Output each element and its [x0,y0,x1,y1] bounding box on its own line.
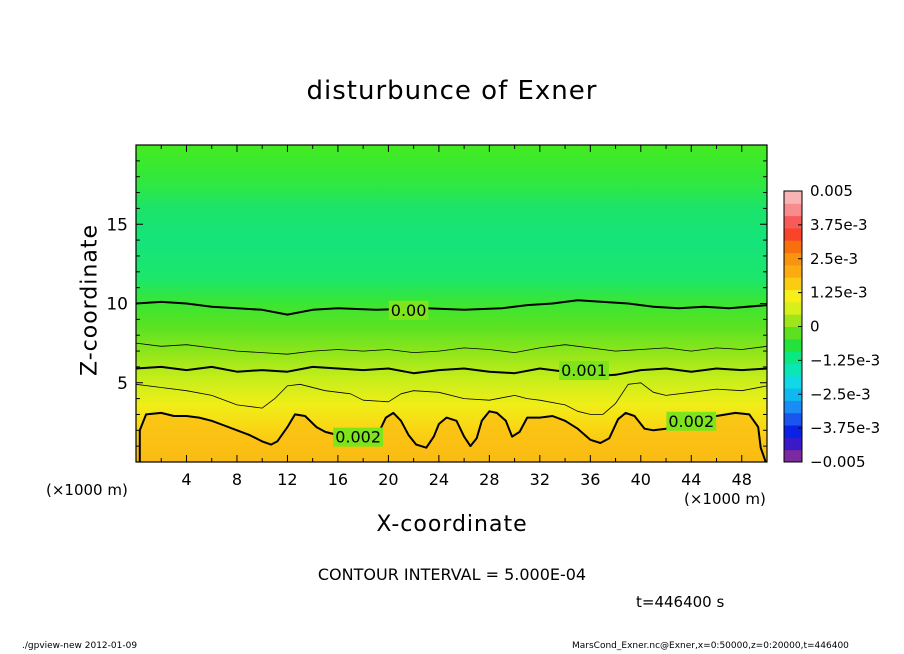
colorbar-label: 1.25e-3 [810,284,868,302]
contour-line [138,410,767,462]
colorbar-label: 3.75e-3 [810,216,868,234]
colorbar-swatch [784,203,802,217]
contour-label-bg [666,411,717,431]
x-tick-label: 24 [429,470,449,489]
x-tick-label: 4 [181,470,191,489]
colorbar-swatch [784,264,802,278]
colorbar-swatch [784,314,802,327]
y-tick-label: 5 [117,374,128,394]
x-tick-label: 12 [277,470,297,489]
contour-label-bg [388,300,429,320]
colorbar-label: −1.25e-3 [810,351,880,369]
footer-program-info: ./gpview-new 2012-01-09 [22,641,138,651]
x-tick-label: 48 [732,470,752,489]
contour-line [136,365,767,378]
colorbar-swatch [784,363,802,377]
x-tick-label: 8 [232,470,242,489]
colorbar-swatch [784,400,802,414]
colorbar-label: 0.005 [810,182,853,200]
colorbar-swatch [784,338,802,352]
contour-label: 0.002 [668,412,714,431]
x-tick-label: 28 [479,470,499,489]
colorbar-swatch [784,289,802,303]
x-tick-label: 16 [328,470,348,489]
chart-title: disturbunce of Exner [306,76,598,106]
colorbar-label: −2.5e-3 [810,385,871,403]
colorbar-swatch [784,227,802,241]
colorbar-swatch [784,191,802,204]
colorbar-swatch [784,351,802,364]
colorbar-swatch [784,252,802,266]
x-tick-label: 32 [530,470,550,489]
contour-label: 0.00 [391,301,427,320]
colorbar-swatch [784,240,802,254]
contour-line [136,342,767,355]
contour-label-bg [559,361,609,381]
colorbar-swatch [784,215,802,229]
colorbar-swatch [784,425,802,438]
contour-label: 0.001 [561,361,607,380]
contour-label: 0.002 [335,428,381,447]
x-tick-label: 44 [681,470,701,489]
x-unit-label-right: (×1000 m) [684,490,766,508]
colorbar-swatch [784,277,802,291]
y-axis-label: Z-coordinate [77,224,103,376]
colorbar-swatch [784,301,802,315]
contour-interval-note: CONTOUR INTERVAL = 5.000E-04 [317,565,587,584]
colorbar-label: −0.005 [810,453,866,471]
colorbar-label: −3.75e-3 [810,419,880,437]
y-tick-label: 10 [106,295,128,315]
colorbar-label: 0 [810,318,820,336]
contour-label-bg [333,427,384,447]
footer-file-info: MarsCond_Exner.nc@Exner,x=0:50000,z=0:20… [572,641,849,651]
x-axis-label: X-coordinate [376,512,528,537]
colorbar-swatch [784,437,802,451]
colorbar-swatch [784,449,802,463]
colorbar-swatch [784,375,802,389]
x-tick-label: 36 [580,470,600,489]
time-stamp: t=446400 s [636,593,725,611]
colorbar-swatch [784,326,802,340]
colorbar-label: 2.5e-3 [810,250,858,268]
x-unit-label-left: (×1000 m) [46,481,128,499]
contour-line [136,299,767,316]
colorbar-swatch [784,388,802,401]
shaded-band-high [139,411,766,462]
contour-line [136,382,767,415]
y-tick-label: 15 [106,215,128,235]
colorbar-swatch [784,412,802,426]
field-background [136,145,767,462]
x-tick-label: 40 [631,470,651,489]
x-tick-label: 20 [378,470,398,489]
